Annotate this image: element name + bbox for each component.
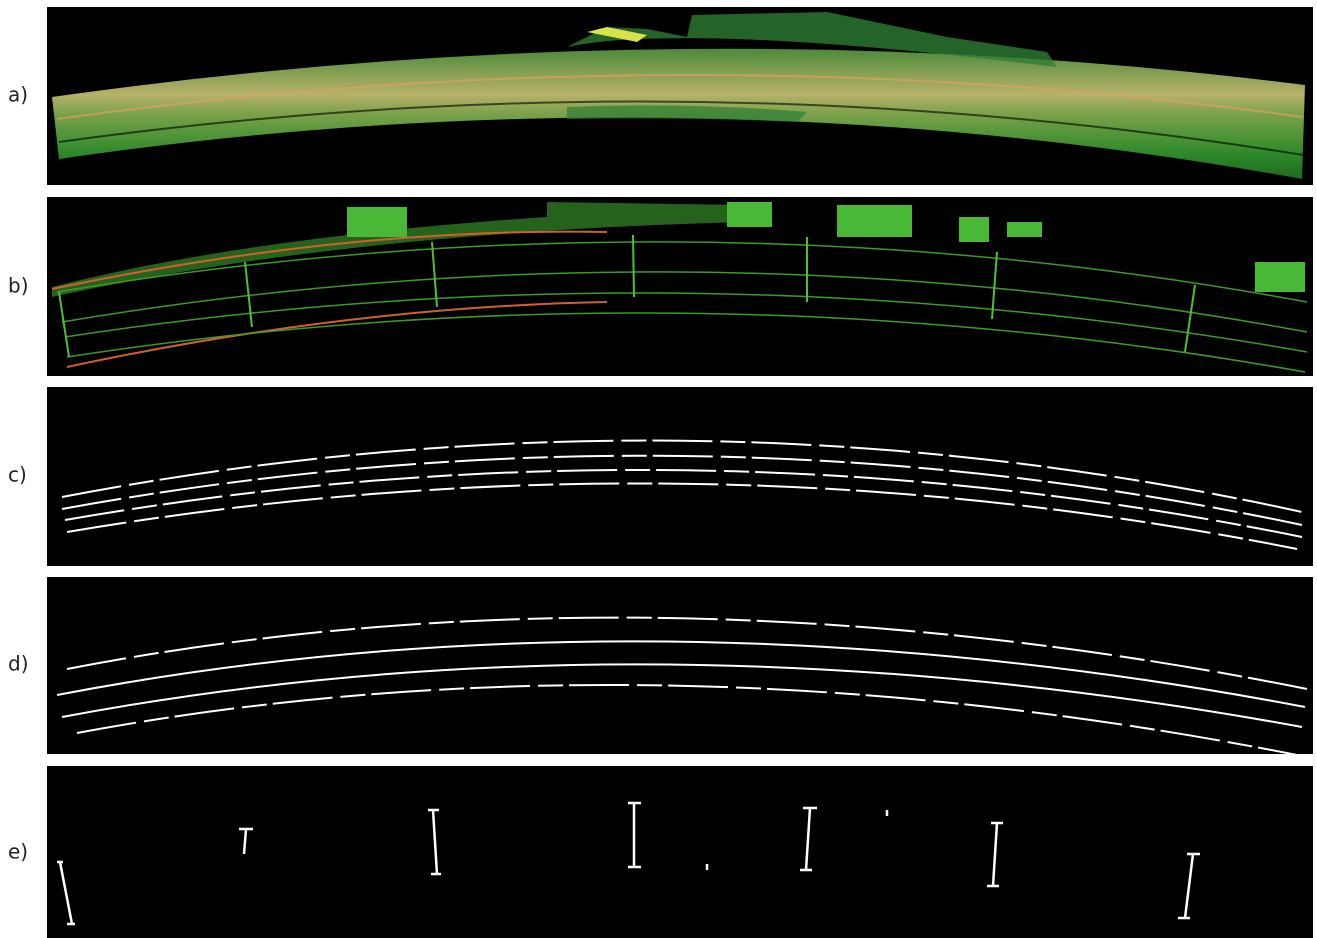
panel-label: a) (8, 83, 28, 107)
vegetation (837, 205, 912, 237)
panel-label: d) (8, 652, 29, 676)
panel-c (47, 387, 1313, 566)
vegetation (347, 207, 407, 237)
panel-label: b) (8, 274, 29, 298)
panel-background (47, 387, 1313, 566)
panel-a (47, 7, 1313, 185)
figure: a) b) c) d) e) (0, 0, 1317, 938)
panel-label: c) (8, 463, 27, 487)
panel-d (47, 577, 1313, 755)
panel-e (47, 766, 1313, 938)
vegetation (1007, 222, 1042, 237)
vegetation (959, 217, 989, 242)
vegetation (1255, 262, 1305, 292)
panel-label: e) (8, 840, 28, 864)
vegetation (727, 202, 772, 227)
panel-b (47, 197, 1313, 376)
panel-background (47, 766, 1313, 938)
